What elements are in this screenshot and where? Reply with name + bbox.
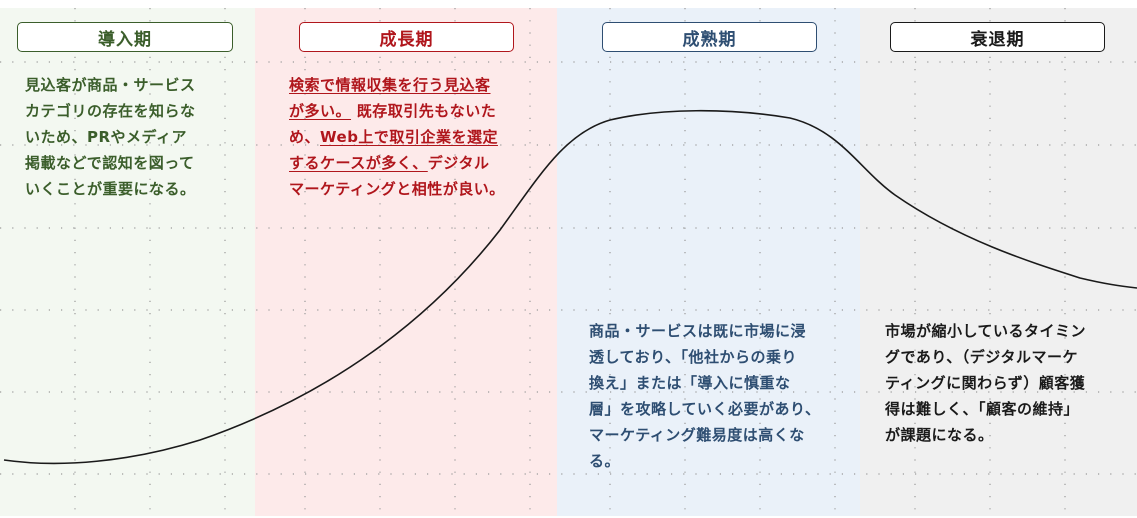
intro-phase-description: 見込客が商品・サービス カテゴリの存在を知らな いため、PRやメディア 掲載など… xyxy=(25,72,196,202)
description-segment: が多い。 xyxy=(289,102,352,120)
description-segment: 既存取引先もないた xyxy=(356,102,497,120)
description-line: 検索で情報収集を行う見込客 xyxy=(289,76,491,94)
description-segment: するケースが多く、 xyxy=(289,154,428,172)
description-line: 商品・サービスは既に市場に浸 xyxy=(589,322,807,340)
description-line: 市場が縮小しているタイミン xyxy=(885,322,1087,340)
description-line: いため、PRやメディア xyxy=(25,128,187,146)
decline-phase-description: 市場が縮小しているタイミン グであり、（デジタルマーケ ティングに関わらず）顧客… xyxy=(885,318,1086,448)
maturity-phase-description: 商品・サービスは既に市場に浸 透しており、「他社からの乗り 換え」または「導入に… xyxy=(589,318,820,474)
description-line: カテゴリの存在を知らな xyxy=(25,102,196,120)
maturity-phase-background xyxy=(557,8,860,516)
decline-phase-label: 衰退期 xyxy=(890,22,1105,52)
description-line: ティングに関わらず）顧客獲 xyxy=(885,374,1086,392)
description-line: 掲載などで認知を図って xyxy=(25,154,195,172)
description-line: 見込客が商品・サービス xyxy=(25,76,196,94)
description-line: が多い。 既存取引先もないた xyxy=(289,98,505,124)
growth-phase-background xyxy=(255,8,557,516)
description-line: グであり、（デジタルマーケ xyxy=(885,348,1078,366)
growth-phase-description: 検索で情報収集を行う見込客 が多い。 既存取引先もないた め、Web上で取引企業… xyxy=(289,72,505,202)
decline-phase-background xyxy=(860,8,1137,516)
description-line: が課題になる。 xyxy=(885,426,994,444)
description-segment: Web上で取引企業を選定 xyxy=(320,128,498,146)
description-line: マーケティングと相性が良い。 xyxy=(289,180,505,198)
description-line: いくことが重要になる。 xyxy=(25,180,196,198)
intro-phase-label: 導入期 xyxy=(17,22,233,52)
description-line: 層」を攻略していく必要があり、 xyxy=(589,400,821,418)
growth-phase-label: 成長期 xyxy=(299,22,514,52)
description-segment: め、 xyxy=(289,128,321,146)
description-segment: デジタル xyxy=(427,154,490,172)
maturity-phase-label: 成熟期 xyxy=(602,22,817,52)
lifecycle-curve-line xyxy=(3,109,1137,465)
description-line: る。 xyxy=(589,452,621,470)
description-line: マーケティング難易度は高くな xyxy=(589,426,805,444)
description-line: 透しており、「他社からの乗り xyxy=(589,348,798,366)
intro-phase-background xyxy=(0,8,255,516)
description-line: 得は難しく、「顧客の維持」 xyxy=(885,400,1080,418)
description-line: め、Web上で取引企業を選定 xyxy=(289,124,505,150)
description-line: 換え」または「導入に慎重な xyxy=(589,374,791,392)
description-line: するケースが多く、デジタル xyxy=(289,150,505,176)
